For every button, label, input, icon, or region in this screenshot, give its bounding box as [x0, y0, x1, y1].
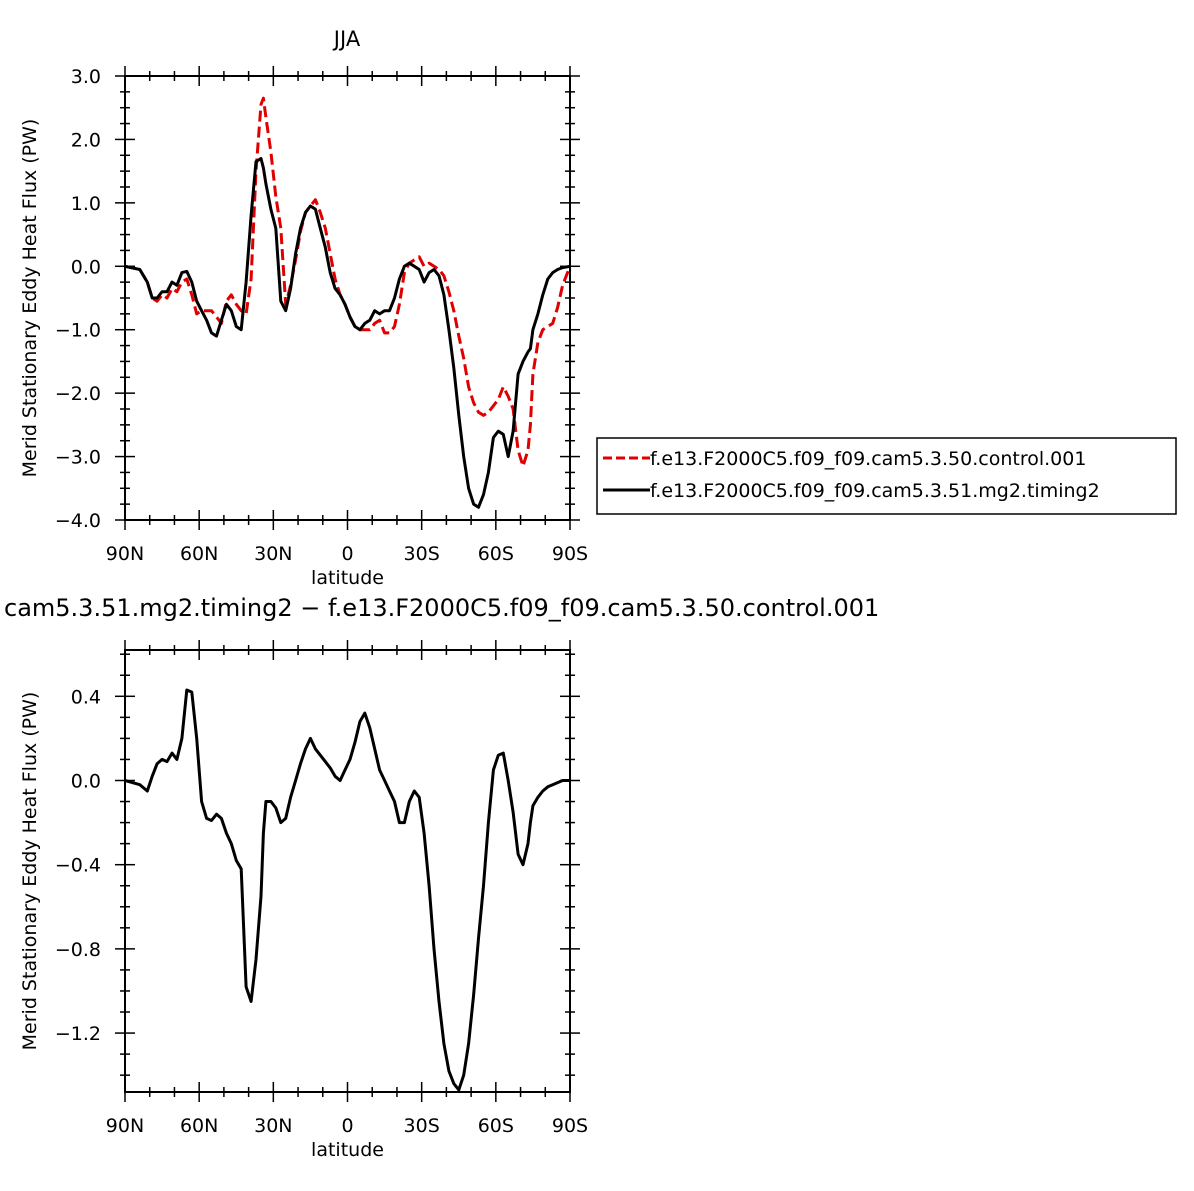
y-tick-label: 0.4: [71, 686, 101, 708]
x-tick-label: 90N: [106, 1115, 144, 1137]
x-tick-label: 90N: [106, 543, 144, 565]
y-tick-label: 0.0: [71, 770, 101, 792]
plot-frame: [124, 649, 571, 1093]
legend: f.e13.F2000C5.f09_f09.cam5.3.50.control.…: [596, 437, 1177, 515]
x-tick-label: 30S: [404, 1115, 440, 1137]
legend-entry-0: f.e13.F2000C5.f09_f09.cam5.3.50.control.…: [650, 448, 1086, 470]
chart-title: cam5.3.51.mg2.timing2 − f.e13.F2000C5.f0…: [4, 594, 879, 622]
x-axis-label: latitude: [311, 567, 384, 589]
series-line-0: [124, 688, 570, 1092]
x-tick-label: 90S: [552, 543, 588, 565]
y-tick-label: −2.0: [55, 383, 101, 405]
y-tick-label: −4.0: [55, 510, 101, 532]
x-tick-label: 30N: [254, 1115, 292, 1137]
x-tick-label: 90S: [552, 1115, 588, 1137]
x-tick-label: 60S: [478, 543, 514, 565]
y-tick-label: 1.0: [71, 193, 101, 215]
y-tick-label: −1.0: [55, 320, 101, 342]
legend-entry-1: f.e13.F2000C5.f09_f09.cam5.3.51.mg2.timi…: [650, 480, 1100, 502]
series-line-1: [124, 157, 571, 509]
x-tick-label: 60N: [180, 1115, 218, 1137]
y-tick-label: −0.4: [55, 855, 101, 877]
y-tick-label: −0.8: [55, 939, 101, 961]
y-tick-label: 2.0: [71, 129, 101, 151]
x-tick-label: 0: [341, 543, 353, 565]
y-tick-label: 3.0: [71, 66, 101, 88]
bottom-panel: 90N 60N 30N 0 30S 60S 90S 0.4 0.0 −0.4 −0.8 −1.2 cam…: [4, 594, 879, 1161]
x-tick-label: 0: [341, 1115, 353, 1137]
chart-title: JJA: [332, 27, 361, 51]
x-axis-label: latitude: [311, 1139, 384, 1161]
y-tick-label: 0.0: [71, 256, 101, 278]
y-axis-label: Merid Stationary Eddy Heat Flux (PW): [19, 692, 41, 1051]
x-tick-label: 30N: [254, 543, 292, 565]
x-tick-label: 30S: [404, 543, 440, 565]
top-panel: 90N 60N 30N 0 30S 60S 90S 3.0 2.0 1.0 0.0 −1.0 −2.0 −…: [19, 27, 588, 589]
x-tick-label: 60N: [180, 543, 218, 565]
y-tick-label: −1.2: [55, 1023, 101, 1045]
x-tick-label: 60S: [478, 1115, 514, 1137]
y-axis-label: Merid Stationary Eddy Heat Flux (PW): [19, 119, 41, 478]
y-tick-label: −3.0: [55, 447, 101, 469]
legend-box: [596, 437, 1177, 515]
